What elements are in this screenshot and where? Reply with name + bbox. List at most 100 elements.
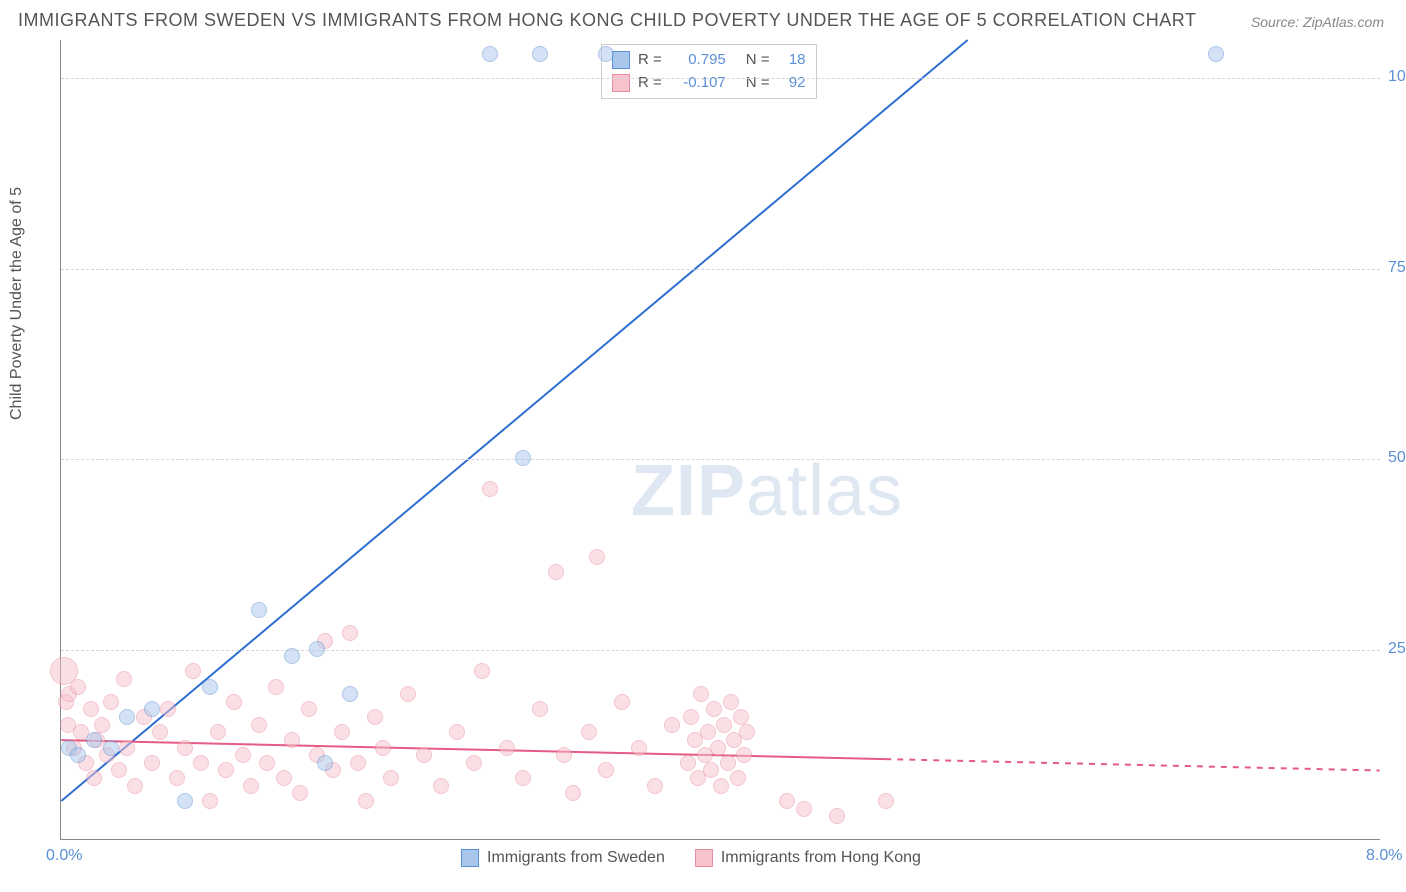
data-point [111,762,127,778]
data-point [710,740,726,756]
data-point [700,724,716,740]
legend-item: Immigrants from Sweden [461,849,665,867]
data-point [482,46,498,62]
data-point [581,724,597,740]
data-point [683,709,699,725]
data-point [103,740,119,756]
swatch-icon [612,51,630,69]
data-point [664,717,680,733]
data-point [259,755,275,771]
data-point [631,740,647,756]
data-point [647,778,663,794]
data-point [202,679,218,695]
data-point [723,694,739,710]
swatch-icon [612,74,630,92]
data-point [202,793,218,809]
data-point [103,694,119,710]
y-tick-label: 25.0% [1388,640,1406,658]
data-point [119,709,135,725]
data-point [284,732,300,748]
data-point [350,755,366,771]
data-point [86,732,102,748]
scatter-plot: ZIPatlas R = 0.795 N = 18 R = -0.107 N =… [60,40,1380,840]
source-label: Source: ZipAtlas.com [1251,14,1384,30]
data-point [358,793,374,809]
x-tick-label: 0.0% [46,847,82,865]
swatch-icon [695,849,713,867]
data-point [482,481,498,497]
data-point [449,724,465,740]
data-point [317,755,333,771]
data-point [515,450,531,466]
data-point [83,701,99,717]
data-point [177,740,193,756]
data-point [284,648,300,664]
swatch-icon [461,849,479,867]
legend-series: Immigrants from Sweden Immigrants from Ho… [461,849,921,867]
data-point [400,686,416,702]
legend-correlation: R = 0.795 N = 18 R = -0.107 N = 92 [601,44,817,99]
data-point [144,755,160,771]
data-point [589,549,605,565]
data-point [119,740,135,756]
data-point [433,778,449,794]
data-point [127,778,143,794]
data-point [383,770,399,786]
data-point [532,701,548,717]
data-point [720,755,736,771]
legend-row: R = -0.107 N = 92 [612,72,806,95]
data-point [169,770,185,786]
data-point [342,625,358,641]
data-point [367,709,383,725]
data-point [144,701,160,717]
data-point [268,679,284,695]
chart-title: IMMIGRANTS FROM SWEDEN VS IMMIGRANTS FRO… [18,10,1196,31]
data-point [730,770,746,786]
data-point [703,762,719,778]
data-point [70,679,86,695]
data-point [739,724,755,740]
data-point [736,747,752,763]
data-point [713,778,729,794]
data-point [1208,46,1224,62]
data-point [779,793,795,809]
data-point [177,793,193,809]
data-point [235,747,251,763]
data-point [292,785,308,801]
data-point [598,46,614,62]
data-point [342,686,358,702]
legend-item: Immigrants from Hong Kong [695,849,921,867]
data-point [70,747,86,763]
data-point [556,747,572,763]
data-point [680,755,696,771]
data-point [226,694,242,710]
data-point [598,762,614,778]
data-point [152,724,168,740]
data-point [276,770,292,786]
y-tick-label: 100.0% [1388,68,1406,86]
data-point [614,694,630,710]
data-point [499,740,515,756]
data-point [733,709,749,725]
data-point [86,770,102,786]
data-point [693,686,709,702]
data-point [796,801,812,817]
data-point [210,724,226,740]
data-point [548,564,564,580]
data-point [185,663,201,679]
data-point [193,755,209,771]
data-point [301,701,317,717]
data-point [532,46,548,62]
y-axis-label: Child Poverty Under the Age of 5 [8,187,26,420]
data-point [466,755,482,771]
data-point [251,602,267,618]
data-point [416,747,432,763]
gridline [61,459,1380,460]
data-point [334,724,350,740]
data-point [116,671,132,687]
x-tick-label: 8.0% [1366,847,1402,865]
gridline [61,650,1380,651]
legend-row: R = 0.795 N = 18 [612,49,806,72]
y-tick-label: 50.0% [1388,449,1406,467]
data-point [706,701,722,717]
